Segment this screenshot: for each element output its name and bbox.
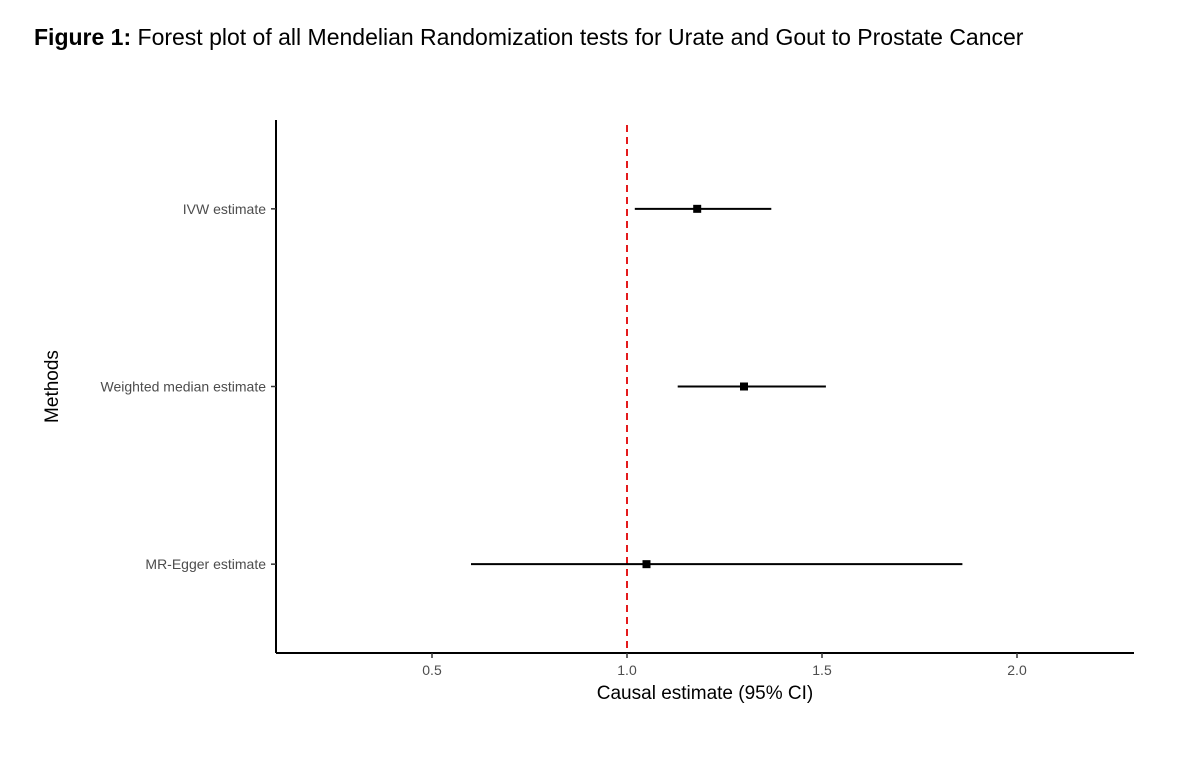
x-tick-label: 0.5 bbox=[422, 662, 442, 678]
confidence-interval-layer bbox=[471, 207, 963, 566]
x-tick-label: 1.0 bbox=[617, 662, 637, 678]
x-tick-layer: 0.5 1.0 1.5 2.0 bbox=[422, 653, 1027, 678]
y-axis-title: Methods bbox=[42, 350, 63, 423]
point-estimate-marker bbox=[642, 560, 651, 569]
x-tick-label: 2.0 bbox=[1007, 662, 1027, 678]
point-estimate-layer bbox=[642, 204, 748, 569]
figure-caption: Figure 1: Forest plot of all Mendelian R… bbox=[34, 24, 1023, 51]
x-axis-title: Causal estimate (95% CI) bbox=[597, 683, 813, 704]
y-tick-label: IVW estimate bbox=[183, 201, 266, 217]
figure-caption-label: Figure 1: bbox=[34, 24, 132, 50]
x-tick-label: 1.5 bbox=[812, 662, 832, 678]
point-estimate-marker bbox=[740, 382, 748, 391]
y-tick-layer: IVW estimate Weighted median estimate MR-E… bbox=[101, 201, 276, 572]
y-tick-label: MR-Egger estimate bbox=[145, 556, 266, 572]
y-tick-label: Weighted median estimate bbox=[101, 379, 267, 395]
point-estimate-marker bbox=[693, 204, 702, 213]
figure-caption-text: Forest plot of all Mendelian Randomizati… bbox=[137, 24, 1024, 50]
